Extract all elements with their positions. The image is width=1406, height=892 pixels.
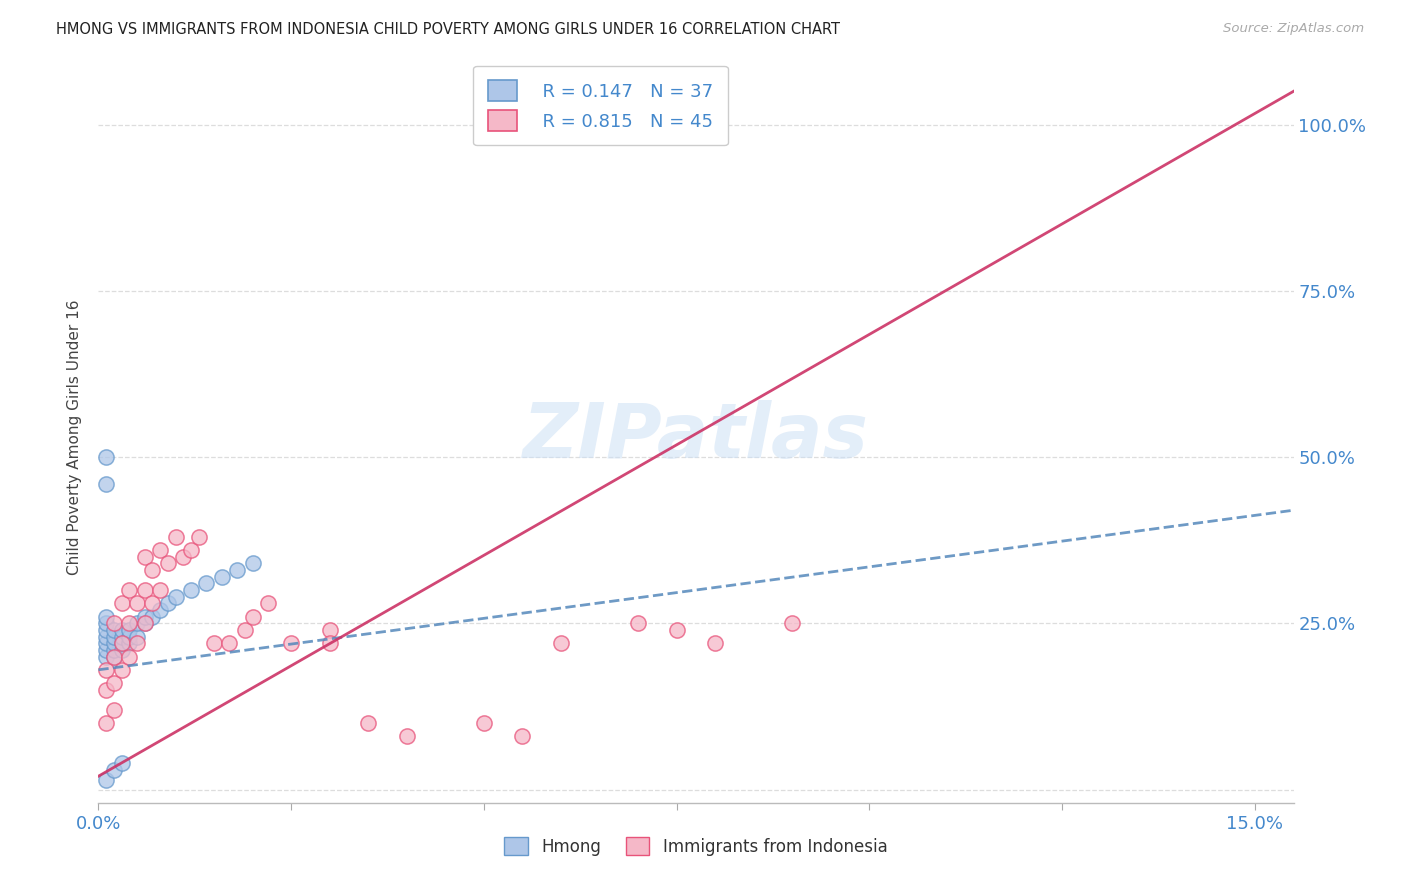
Point [149,603,172,617]
Point [134,616,156,631]
Point [280,636,302,650]
Point [141,563,163,577]
Point [233,623,256,637]
Point [118,630,141,644]
Point [149,582,172,597]
Point [94,772,117,787]
Point [125,636,148,650]
Point [180,582,202,597]
Point [125,596,148,610]
Point [118,649,141,664]
Point [134,549,156,564]
Point [627,616,650,631]
Point [156,557,179,571]
Point [118,616,141,631]
Point [218,636,240,650]
Point [94,450,117,464]
Point [187,530,209,544]
Point [94,636,117,650]
Point [103,649,125,664]
Point [94,609,117,624]
Point [103,630,125,644]
Point [103,763,125,777]
Point [319,636,342,650]
Point [110,643,132,657]
Point [242,557,264,571]
Point [103,643,125,657]
Text: ZIPatlas: ZIPatlas [523,401,869,474]
Point [202,636,225,650]
Point [226,563,249,577]
Text: Source: ZipAtlas.com: Source: ZipAtlas.com [1223,22,1364,36]
Point [665,623,688,637]
Point [103,703,125,717]
Point [94,616,117,631]
Point [512,729,534,743]
Point [110,663,132,677]
Point [94,623,117,637]
Point [180,543,202,558]
Point [357,716,380,731]
Point [257,596,280,610]
Point [125,630,148,644]
Point [103,623,125,637]
Point [472,716,495,731]
Point [103,616,125,631]
Point [110,596,132,610]
Point [550,636,572,650]
Y-axis label: Child Poverty Among Girls Under 16: Child Poverty Among Girls Under 16 [67,300,83,574]
Point [172,549,194,564]
Point [94,716,117,731]
Point [319,623,342,637]
Point [94,643,117,657]
Point [103,676,125,690]
Point [103,636,125,650]
Legend: Hmong, Immigrants from Indonesia: Hmong, Immigrants from Indonesia [496,830,896,864]
Point [782,616,804,631]
Point [94,476,117,491]
Point [118,636,141,650]
Point [110,630,132,644]
Point [195,576,218,591]
Point [94,682,117,697]
Point [134,616,156,631]
Point [242,609,264,624]
Point [110,756,132,770]
Point [165,530,187,544]
Point [94,649,117,664]
Text: HMONG VS IMMIGRANTS FROM INDONESIA CHILD POVERTY AMONG GIRLS UNDER 16 CORRELATIO: HMONG VS IMMIGRANTS FROM INDONESIA CHILD… [56,22,841,37]
Point [134,609,156,624]
Point [110,636,132,650]
Point [118,582,141,597]
Point [141,596,163,610]
Point [118,623,141,637]
Point [165,590,187,604]
Point [103,649,125,664]
Point [110,623,132,637]
Point [94,630,117,644]
Point [211,570,233,584]
Point [141,609,163,624]
Point [134,582,156,597]
Point [156,596,179,610]
Point [110,636,132,650]
Point [94,663,117,677]
Point [149,543,172,558]
Point [704,636,727,650]
Point [395,729,418,743]
Point [125,616,148,631]
